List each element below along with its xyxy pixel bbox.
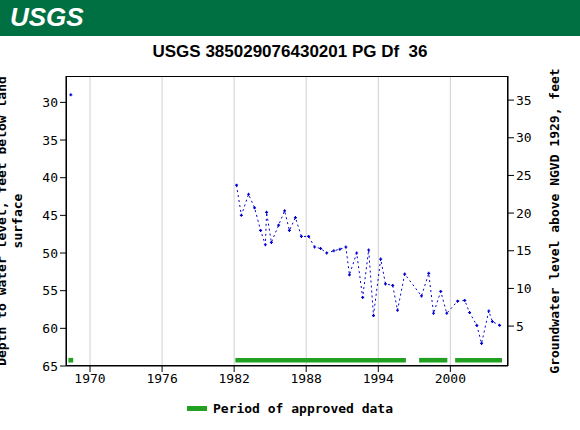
svg-text:1982: 1982 xyxy=(218,371,249,386)
svg-text:1994: 1994 xyxy=(363,371,394,386)
html-text:USGS: USGS xyxy=(10,2,84,32)
svg-text:40: 40 xyxy=(42,170,58,185)
svg-text:45: 45 xyxy=(42,208,58,223)
svg-text:50: 50 xyxy=(42,246,58,261)
svg-text:55: 55 xyxy=(42,283,58,298)
svg-text:20: 20 xyxy=(516,206,532,221)
svg-text:1976: 1976 xyxy=(146,371,177,386)
html-text:USGS 385029076430201 PG Df 36: USGS 385029076430201 PG Df 36 xyxy=(152,42,428,61)
svg-text:2000: 2000 xyxy=(435,371,466,386)
svg-text:5: 5 xyxy=(516,319,524,334)
svg-text:60: 60 xyxy=(42,321,58,336)
svg-text:35: 35 xyxy=(516,93,532,108)
svg-text:30: 30 xyxy=(42,95,58,110)
svg-text:1988: 1988 xyxy=(291,371,322,386)
html-text:Groundwater level above NGVD 1: Groundwater level above NGVD 1929, feet xyxy=(547,68,562,374)
svg-text:35: 35 xyxy=(42,133,58,148)
svg-text:10: 10 xyxy=(516,281,532,296)
svg-text:15: 15 xyxy=(516,243,532,258)
svg-text:30: 30 xyxy=(516,130,532,145)
svg-text:65: 65 xyxy=(42,359,58,374)
html-text:Period of approved data: Period of approved data xyxy=(213,401,393,416)
svg-text:1970: 1970 xyxy=(74,371,105,386)
svg-text:25: 25 xyxy=(516,168,532,183)
